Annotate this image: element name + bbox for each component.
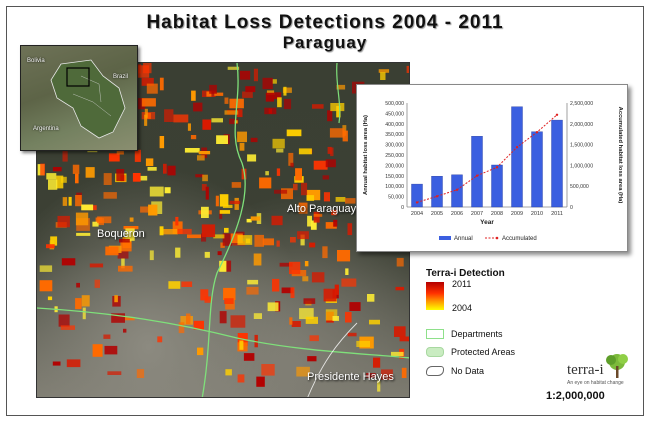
logo-tagline: An eye on habitat change — [567, 380, 624, 386]
inset-country-shape — [50, 59, 126, 139]
x-tick-label: 2004 — [411, 211, 423, 217]
point-accumulated — [415, 201, 419, 204]
inset-locator-map: Bolivia Brazil Argentina — [20, 45, 138, 151]
y-tick-label: 250,000 — [385, 153, 404, 159]
bar-annual — [431, 175, 443, 208]
label-boqueron: Boqueron — [97, 228, 145, 240]
point-accumulated — [455, 188, 459, 191]
x-tick-label: 2005 — [431, 211, 443, 217]
department-boundary — [201, 63, 246, 397]
inset-label-bolivia: Bolivia — [27, 58, 45, 64]
legend-annual-label: Annual — [454, 236, 473, 242]
x-tick-label: 2011 — [551, 211, 563, 217]
legend-accumulated-label: Accumulated — [502, 236, 537, 242]
point-accumulated — [435, 195, 439, 198]
y2-tick-label: 2,500,000 — [570, 101, 593, 107]
y-tick-label: 0 — [401, 205, 404, 211]
y-tick-label: 50,000 — [388, 195, 404, 201]
inset-extent-box — [66, 67, 90, 87]
x-tick-label: 2007 — [471, 211, 483, 217]
bar-annual — [511, 106, 523, 208]
x-tick-label: 2008 — [491, 211, 503, 217]
detection-color-ramp — [426, 282, 444, 310]
x-tick-label: 2006 — [451, 211, 463, 217]
no-data-label: No Data — [451, 366, 485, 376]
y2-tick-label: 1,500,000 — [570, 143, 593, 149]
chart-canvas: 0 50,000 100,000 150,000 200,000 250,000 300,0… — [363, 101, 623, 242]
departments-label: Departments — [451, 329, 503, 339]
river-line — [307, 322, 358, 397]
legend-annual-swatch — [439, 236, 451, 240]
y-axis-label: Annual habitat loss area (Ha) — [363, 115, 369, 195]
point-accumulated — [555, 113, 559, 116]
bar-annual — [411, 183, 423, 208]
bar-annual — [491, 164, 503, 208]
inset-label-brazil: Brazil — [113, 74, 129, 80]
protected-areas-swatch — [426, 347, 444, 357]
bar-annual — [551, 119, 563, 208]
y-tick-label: 100,000 — [385, 184, 404, 190]
point-accumulated — [515, 146, 519, 149]
y-tick-label: 300,000 — [385, 143, 404, 149]
terra-i-logo: terra-i An eye on habitat change — [567, 352, 631, 388]
legend-protected-areas: Protected Areas — [426, 347, 515, 357]
legend-title: Terra-i Detection — [426, 268, 505, 279]
y-tick-label: 500,000 — [385, 101, 404, 107]
y2-tick-label: 0 — [570, 205, 573, 211]
y2-tick-label: 500,000 — [570, 184, 589, 190]
bar-annual — [531, 131, 543, 208]
label-alto-paraguay: Alto Paraguay — [287, 203, 357, 215]
x-tick-label: 2010 — [531, 211, 543, 217]
y-tick-label: 350,000 — [385, 132, 404, 138]
no-data-swatch — [426, 366, 444, 376]
legend-departments: Departments — [426, 329, 503, 339]
point-accumulated — [475, 174, 479, 177]
ramp-label-bottom: 2004 — [452, 303, 473, 313]
bar-annual — [471, 136, 483, 208]
y2-axis-label: Accumulated habitat loss area (Ha) — [617, 107, 623, 204]
y2-tick-label: 2,000,000 — [570, 122, 593, 128]
x-tick-label: 2009 — [511, 211, 523, 217]
label-presidente-hayes: Presidente Hayes — [307, 371, 394, 383]
y2-tick-label: 1,000,000 — [570, 163, 593, 169]
legend-no-data: No Data — [426, 366, 484, 376]
tree-icon — [606, 354, 628, 378]
y-tick-label: 150,000 — [385, 174, 404, 180]
map-title: Habitat Loss Detections 2004 - 2011 — [146, 12, 504, 33]
line-accumulated — [416, 114, 558, 203]
ramp-label-top: 2011 — [452, 279, 472, 289]
x-axis-label: Year — [480, 219, 494, 226]
point-accumulated — [495, 166, 499, 169]
inset-label-argentina: Argentina — [33, 126, 59, 132]
protected-areas-label: Protected Areas — [451, 347, 516, 357]
map-scale: 1:2,000,000 — [546, 390, 605, 402]
y-tick-label: 450,000 — [385, 111, 404, 117]
logo-wordmark: terra-i — [567, 362, 604, 378]
y-tick-label: 200,000 — [385, 163, 404, 169]
departments-swatch — [426, 329, 444, 339]
habitat-loss-chart: 0 50,000 100,000 150,000 200,000 250,000 300,0… — [356, 84, 628, 252]
map-subtitle: Paraguay — [282, 33, 368, 52]
department-boundary — [37, 307, 409, 359]
point-accumulated — [535, 131, 539, 134]
y-tick-label: 400,000 — [385, 122, 404, 128]
